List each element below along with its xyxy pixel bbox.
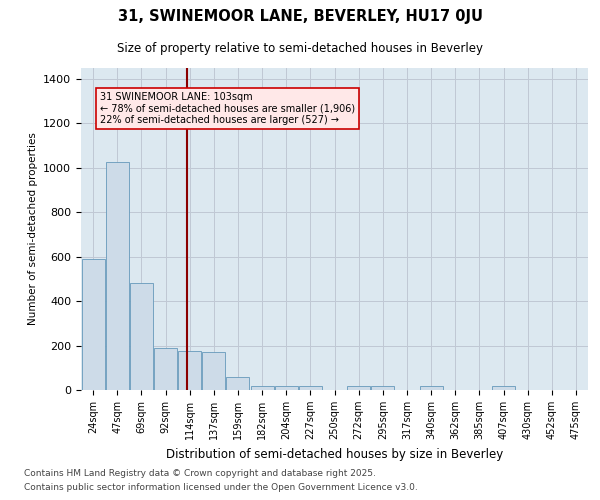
Bar [130,283,153,390]
Bar [178,351,201,390]
Bar [202,352,225,390]
Text: 31 SWINEMOOR LANE: 103sqm
← 78% of semi-detached houses are smaller (1,906)
22% : 31 SWINEMOOR LANE: 103sqm ← 78% of semi-… [100,92,355,125]
Text: Size of property relative to semi-detached houses in Beverley: Size of property relative to semi-detach… [117,42,483,55]
Bar [226,376,250,390]
Bar [106,162,128,390]
Y-axis label: Number of semi-detached properties: Number of semi-detached properties [28,132,38,325]
Bar [299,386,322,390]
Bar [492,386,515,390]
X-axis label: Distribution of semi-detached houses by size in Beverley: Distribution of semi-detached houses by … [166,448,503,460]
Bar [371,386,394,390]
Bar [419,386,443,390]
Bar [82,259,104,390]
Text: 31, SWINEMOOR LANE, BEVERLEY, HU17 0JU: 31, SWINEMOOR LANE, BEVERLEY, HU17 0JU [118,9,482,24]
Bar [154,348,177,390]
Bar [251,386,274,390]
Text: Contains HM Land Registry data © Crown copyright and database right 2025.: Contains HM Land Registry data © Crown c… [24,468,376,477]
Bar [275,386,298,390]
Text: Contains public sector information licensed under the Open Government Licence v3: Contains public sector information licen… [24,484,418,492]
Bar [347,386,370,390]
